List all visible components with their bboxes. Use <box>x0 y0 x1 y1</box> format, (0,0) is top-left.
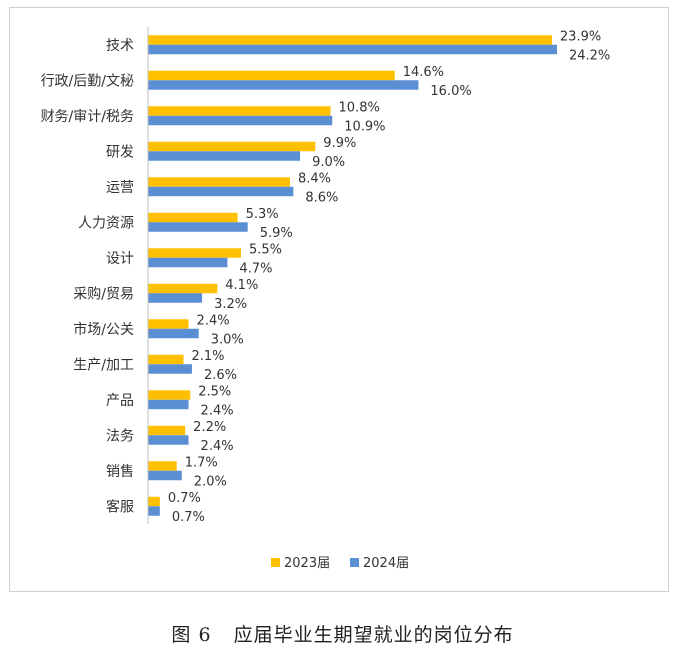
bar-2023 <box>148 177 290 187</box>
data-label-2024: 2.0% <box>194 474 227 489</box>
bar-chart: 技术行政/后勤/文秘财务/审计/税务研发运营人力资源设计采购/贸易市场/公关生产… <box>41 27 610 571</box>
bar-2023 <box>148 141 316 152</box>
legend-swatch <box>350 558 359 567</box>
category-label: 法务 <box>106 428 134 444</box>
data-label-2024: 2.6% <box>204 368 237 383</box>
category-label: 技术 <box>106 38 134 54</box>
data-label-2023: 8.4% <box>298 171 331 186</box>
legend-label: 2023届 <box>284 556 330 571</box>
bar-2024 <box>148 222 248 232</box>
data-label-2023: 1.7% <box>185 455 218 470</box>
legend-swatch <box>271 558 280 567</box>
bar-2023 <box>148 319 189 329</box>
data-label-2023: 2.4% <box>197 313 230 328</box>
figure-number: 图 6 <box>171 624 212 646</box>
data-label-2023: 9.9% <box>323 136 356 151</box>
data-label-2023: 2.2% <box>193 420 226 435</box>
bar-2023 <box>148 390 191 400</box>
category-label: 行政/后勤/文秘 <box>41 73 134 89</box>
data-label-2024: 8.6% <box>305 190 338 205</box>
bar-2023 <box>148 70 395 81</box>
bar-2023 <box>148 461 177 471</box>
data-label-2024: 3.0% <box>211 332 244 347</box>
bar-2024 <box>148 151 301 161</box>
bar-2023 <box>148 354 184 365</box>
chart-frame <box>9 7 669 592</box>
bar-2024 <box>148 364 192 374</box>
category-labels: 技术行政/后勤/文秘财务/审计/税务研发运营人力资源设计采购/贸易市场/公关生产… <box>41 38 134 516</box>
data-label-2023: 0.7% <box>168 491 201 506</box>
data-label-2023: 23.9% <box>560 29 601 44</box>
data-label-2024: 2.4% <box>201 403 234 418</box>
bar-2023 <box>148 283 218 294</box>
data-label-2023: 5.5% <box>249 242 282 257</box>
data-label-2024: 0.7% <box>172 510 205 525</box>
bar-2024 <box>148 257 228 268</box>
data-label-2024: 10.9% <box>344 119 385 134</box>
data-label-2024: 2.4% <box>201 439 234 454</box>
bar-2024 <box>148 80 419 90</box>
data-label-2023: 2.5% <box>198 384 231 399</box>
category-label: 设计 <box>106 251 134 267</box>
data-labels: 23.9%24.2%14.6%16.0%10.8%10.9%9.9%9.0%8.… <box>168 29 610 525</box>
figure-caption: 图 6 应届毕业生期望就业的岗位分布 <box>0 620 685 647</box>
figure-title: 应届毕业生期望就业的岗位分布 <box>233 624 514 646</box>
bar-2024 <box>148 506 160 516</box>
bar-2024 <box>148 186 294 197</box>
data-label-2024: 3.2% <box>214 297 247 312</box>
data-label-2024: 24.2% <box>569 48 610 63</box>
legend-label: 2024届 <box>363 556 409 571</box>
bar-2023 <box>148 496 160 507</box>
category-label: 生产/加工 <box>73 357 134 373</box>
bar-2023 <box>148 212 238 223</box>
bars <box>148 35 557 516</box>
category-label: 财务/审计/税务 <box>41 109 134 125</box>
bar-2023 <box>148 35 552 45</box>
data-label-2024: 5.9% <box>260 226 293 241</box>
category-label: 研发 <box>106 144 134 160</box>
bar-2024 <box>148 435 189 445</box>
category-label: 客服 <box>106 498 134 515</box>
bar-2024 <box>148 399 189 410</box>
data-label-2023: 2.1% <box>191 349 224 364</box>
category-label: 产品 <box>106 393 134 409</box>
category-label: 人力资源 <box>78 215 134 231</box>
bar-2023 <box>148 248 241 258</box>
legend: 2023届 2024届 <box>271 556 409 571</box>
bar-2023 <box>148 106 331 116</box>
category-label: 采购/贸易 <box>73 286 134 302</box>
data-label-2023: 4.1% <box>225 278 258 293</box>
category-label: 销售 <box>106 464 134 480</box>
bar-2023 <box>148 425 186 436</box>
bar-2024 <box>148 293 203 303</box>
data-label-2024: 4.7% <box>239 261 272 276</box>
bar-2024 <box>148 115 333 126</box>
data-label-2023: 14.6% <box>403 65 444 80</box>
bar-2024 <box>148 470 182 481</box>
bar-2024 <box>148 44 557 55</box>
bar-2024 <box>148 328 199 339</box>
data-label-2024: 9.0% <box>312 155 345 170</box>
category-label: 市场/公关 <box>73 321 134 338</box>
data-label-2023: 5.3% <box>246 207 279 222</box>
data-label-2023: 10.8% <box>339 100 380 115</box>
category-label: 运营 <box>106 180 134 196</box>
data-label-2024: 16.0% <box>430 84 471 99</box>
